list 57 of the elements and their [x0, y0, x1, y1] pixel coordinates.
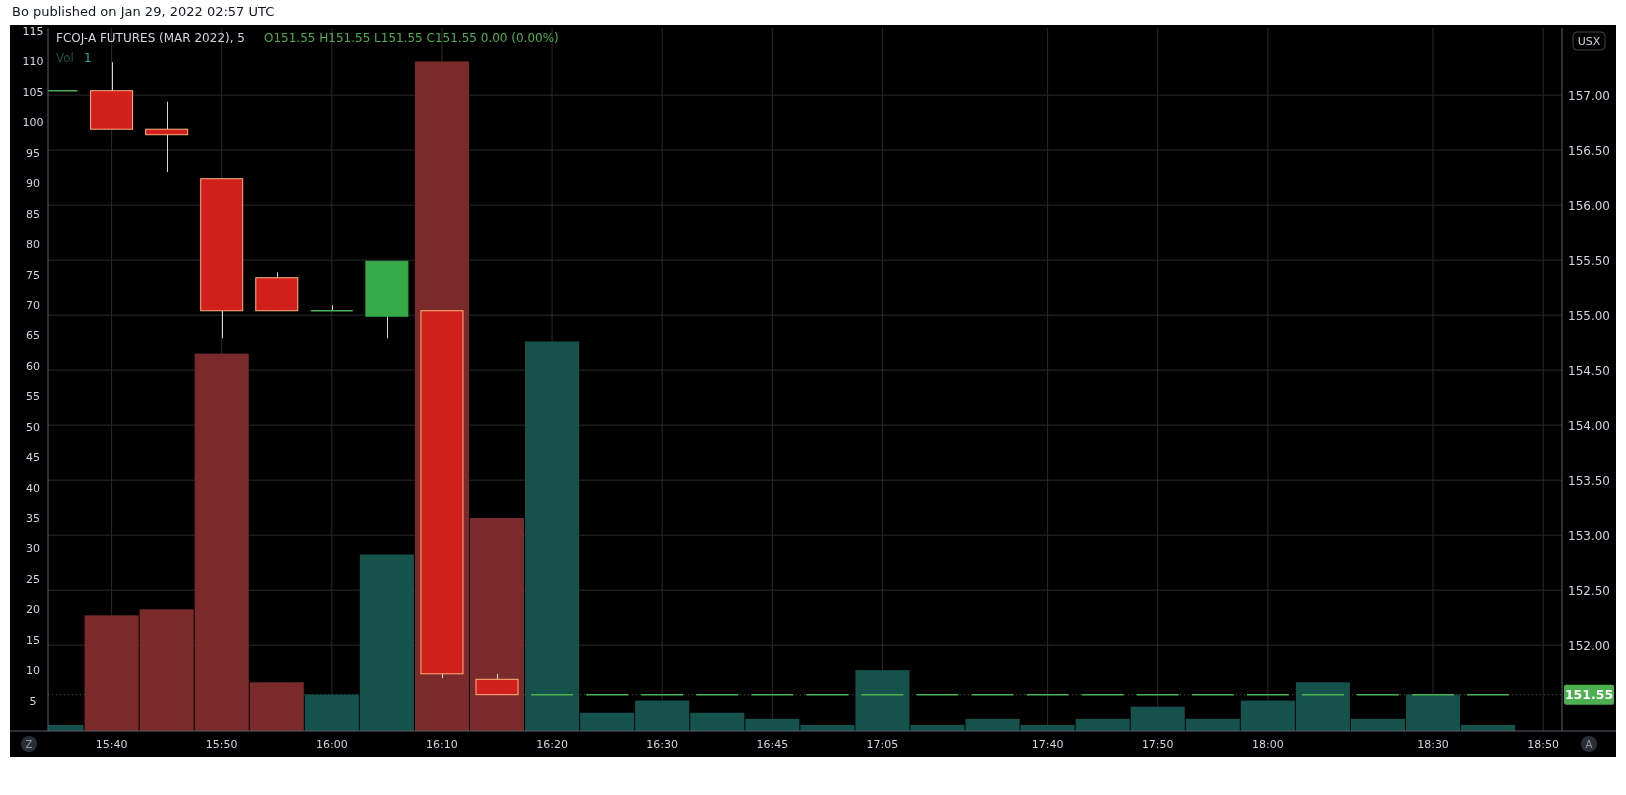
y2-tick-label: 157.00 — [1568, 88, 1610, 103]
y-tick-label: 80 — [26, 238, 40, 252]
y2-tick-label: 153.50 — [1568, 473, 1610, 488]
y-tick-label: 75 — [26, 268, 40, 282]
x-tick-label: 16:45 — [756, 738, 789, 751]
y-tick-label: 40 — [26, 481, 40, 495]
y2-tick-label: 155.50 — [1568, 253, 1610, 268]
y-tick-label: 105 — [22, 85, 44, 99]
y-tick-label: 60 — [26, 359, 40, 373]
annotation: O151.55 H151.55 L151.55 C151.55 0.00 (0.00%) — [264, 31, 559, 45]
x-tick-label: 18:00 — [1252, 738, 1284, 751]
y2-tick-label: 153.00 — [1568, 528, 1610, 543]
y2-tick-label: 152.50 — [1568, 583, 1610, 598]
y-tick-label: 5 — [29, 694, 37, 708]
x-tick-label: 18:30 — [1417, 738, 1449, 751]
x-tick-label: 15:50 — [205, 738, 238, 751]
y-tick-label: 50 — [26, 420, 40, 434]
y-tick-label: 85 — [26, 207, 40, 221]
y-tick-label: 65 — [26, 329, 40, 343]
x-tick-label: 15:40 — [95, 738, 128, 751]
x-tick-label: 18:50 — [1527, 738, 1559, 751]
y-tick-label: 15 — [26, 633, 40, 647]
chart-title: FCOJ-A FUTURES (MAR 2022), 5 — [56, 31, 245, 45]
y-tick-label: 95 — [26, 146, 40, 160]
x-tick-label: 16:30 — [646, 738, 679, 751]
y-tick-label: 35 — [26, 511, 40, 525]
y-tick-label: 45 — [26, 451, 40, 465]
chart-subtitle: Bo published on Jan 29, 2022 02:57 UTC — [12, 4, 275, 19]
y-tick-label: 55 — [26, 390, 40, 404]
text: USX — [1577, 35, 1601, 48]
y-tick-label: 110 — [22, 55, 44, 69]
annotation: 1 — [84, 51, 92, 65]
y-tick-label: 25 — [26, 572, 40, 586]
y-tick-label: 10 — [26, 664, 40, 678]
y2-tick-label: 154.50 — [1568, 363, 1610, 378]
text: A — [1585, 739, 1593, 750]
y2-tick-label: 156.50 — [1568, 143, 1610, 158]
y-tick-label: 20 — [26, 603, 40, 617]
y2-tick-label: 155.00 — [1568, 308, 1610, 323]
y-tick-label: 115 — [22, 25, 44, 39]
x-tick-label: 16:00 — [315, 738, 348, 751]
y2-tick-label: 152.00 — [1568, 638, 1610, 653]
x-tick-label: 16:20 — [536, 738, 568, 751]
ref-line-label: 151.55 — [1564, 687, 1614, 703]
text: Vol — [56, 51, 74, 65]
y-tick-label: 30 — [26, 542, 40, 556]
y2-tick-label: 156.00 — [1568, 198, 1610, 213]
y-tick-label: 90 — [26, 177, 40, 191]
y-tick-label: 100 — [22, 116, 44, 130]
y2-tick-label: 154.00 — [1568, 418, 1610, 433]
candlestick — [145, 101, 189, 173]
x-tick-label: 17:05 — [866, 738, 899, 751]
x-tick-label: 17:40 — [1031, 738, 1064, 751]
x-tick-label: 17:50 — [1141, 738, 1174, 751]
y-tick-label: 70 — [26, 298, 40, 312]
x-tick-label: 16:10 — [426, 738, 458, 751]
text: Z — [25, 739, 33, 750]
